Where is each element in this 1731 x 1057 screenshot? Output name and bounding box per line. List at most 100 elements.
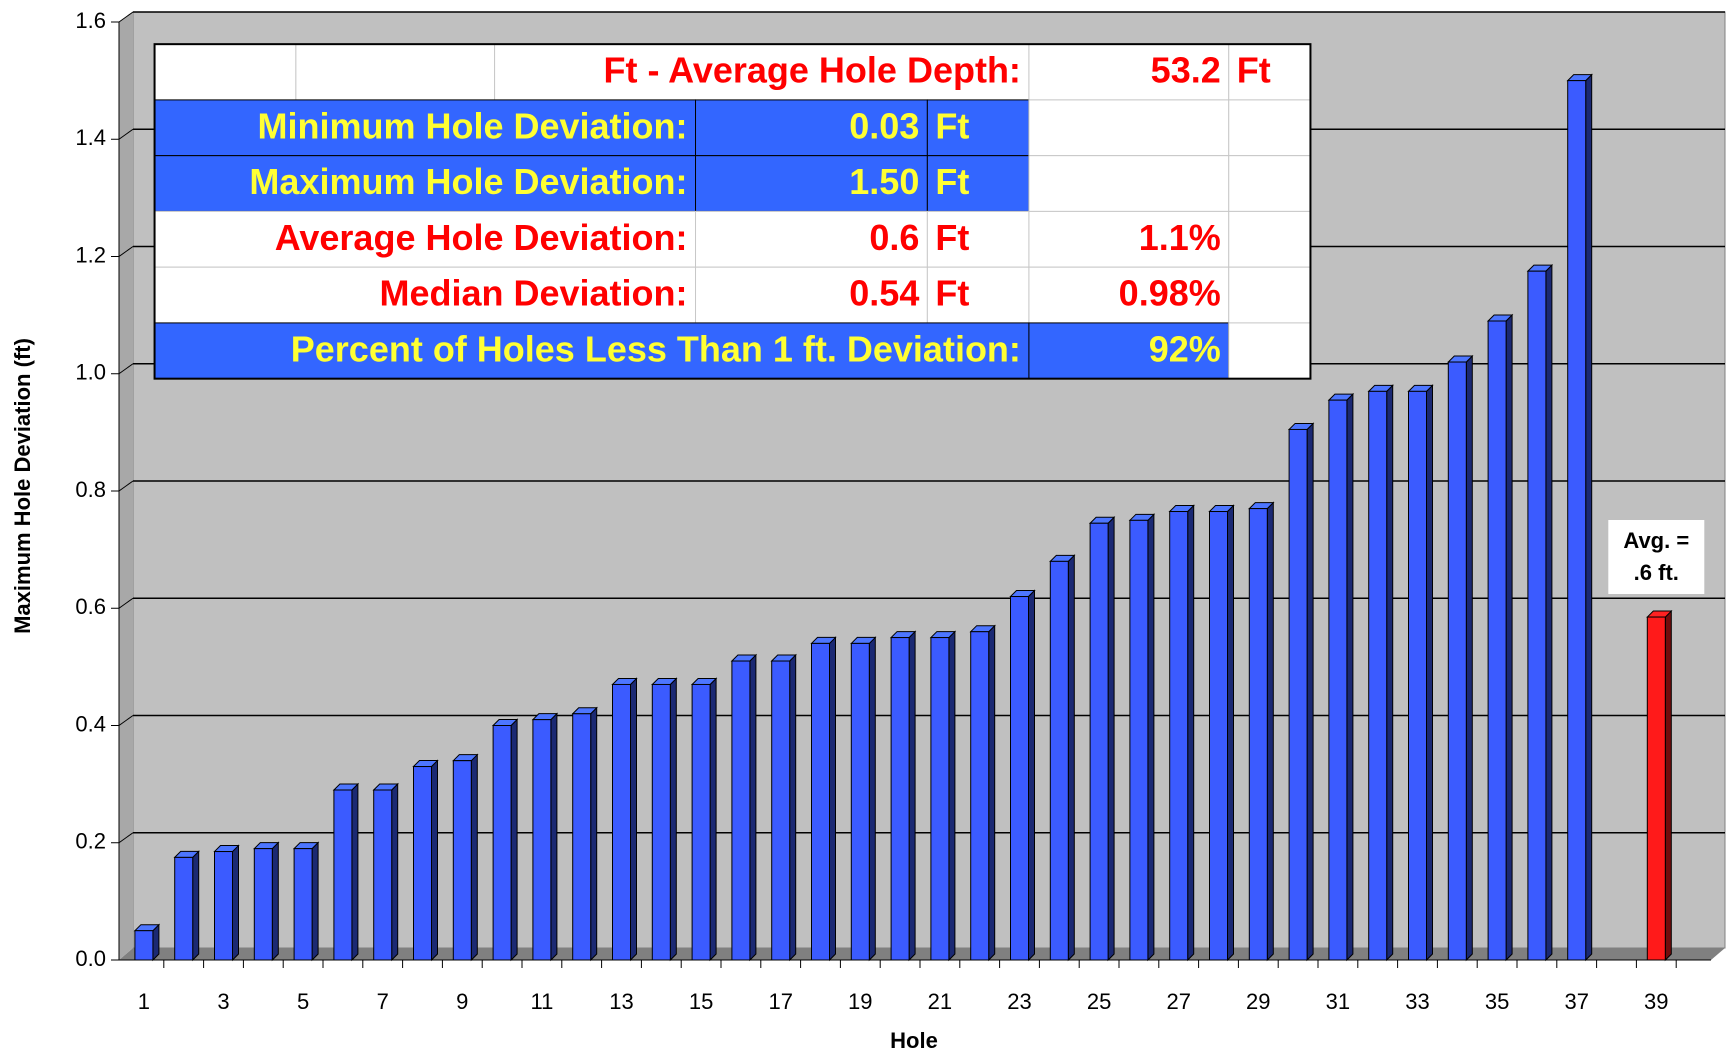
bar [333,789,353,961]
table-border [153,43,1312,380]
grid-line-side [118,715,134,726]
table-cell [1228,210,1311,268]
x-tick-label: 19 [848,989,872,1014]
table-cell [1028,210,1230,268]
table-cell [154,155,697,212]
grid-line-side [118,597,134,609]
x-tick-label: 3 [217,989,229,1014]
table-cell [1228,266,1311,324]
bar-side [271,841,279,962]
grid-line-side [118,246,134,257]
bar-side [431,759,438,962]
table-text: 1.50 [849,161,919,202]
grid-line-side [118,11,134,23]
bar [811,642,830,961]
bar-side [1147,513,1155,962]
bar-side [1187,504,1195,962]
bar [1169,511,1189,961]
bar [1408,390,1427,961]
table-cell [1028,322,1230,380]
x-tick-label: 5 [297,989,309,1014]
table-text: Ft [935,217,969,258]
bar [214,851,233,961]
bar [293,848,313,961]
annotation: Avg. = [1623,528,1689,553]
y-tick-label: 0.2 [75,829,106,854]
bar-side [1266,501,1274,962]
x-axis-title: Hole [890,1028,938,1053]
bar [850,642,870,961]
grid-line-side [118,128,134,140]
y-tick-label: 1.4 [75,125,106,150]
x-tick-label: 29 [1246,989,1270,1014]
bar-side [1465,354,1473,962]
grid-line-side [118,363,134,375]
table-cell [154,322,1030,380]
x-tick-label: 21 [928,989,952,1014]
x-tick-label: 13 [609,989,633,1014]
y-axis-title: Maximum Hole Deviation (ft) [10,338,35,634]
x-tick-label: 39 [1644,989,1668,1014]
bar-side [1505,313,1513,962]
table-cell [1028,266,1230,324]
bar [890,637,910,961]
table-cell [154,99,697,157]
bar-side [311,841,319,962]
annotation-box [1608,520,1705,594]
table-cell [1028,155,1230,212]
bar-side [908,630,916,962]
table-text: 0.54 [849,273,919,314]
bar-side [1545,263,1553,962]
bar [731,660,751,961]
x-tick-label: 11 [530,989,553,1014]
bar-side [669,677,677,962]
annotation: .6 ft. [1634,560,1679,585]
table-cell [1228,322,1311,380]
bar [1487,320,1507,961]
x-tick-label: 25 [1087,989,1111,1014]
y-tick-label: 1.0 [75,360,106,385]
bar [1567,80,1587,961]
table-text: Percent of Holes Less Than 1 ft. Deviati… [291,328,1021,369]
table-text: 0.03 [849,105,919,146]
grid-line-side [118,480,134,492]
bar-side [709,677,717,962]
y-tick-label: 1.2 [75,242,106,267]
bar-side [1386,384,1394,962]
table-cell [695,266,928,324]
table-cell [494,43,1030,101]
table-cell [154,43,297,101]
table-cell [1228,43,1311,101]
bar-side [868,636,876,962]
bar [970,631,990,961]
y-tick-label: 0.0 [75,946,106,971]
bar-side [510,718,518,962]
bar-side [192,850,200,962]
table-text: Maximum Hole Deviation: [249,161,687,202]
bar-side [391,782,399,962]
table-cell [926,266,1030,324]
table-text: 1.1% [1139,217,1221,258]
bar [1328,399,1348,961]
table-cell [1228,155,1311,212]
x-tick-label: 17 [768,989,792,1014]
table-text: 53.2 [1151,50,1221,91]
bar-side [550,712,558,962]
bar-side [1426,384,1433,962]
table-text: Ft [935,273,969,314]
table-text: Minimum Hole Deviation: [257,105,687,146]
bar-side [1067,554,1075,962]
y-tick-label: 0.8 [75,477,106,502]
bar-side [948,630,956,962]
bar-side [630,677,637,962]
x-tick-label: 7 [377,989,389,1014]
bar [174,856,194,961]
bar [572,713,592,961]
bar [413,766,432,961]
bar [1209,511,1228,961]
bar [612,683,631,961]
bar [1248,508,1268,961]
table-text: 0.98% [1119,273,1221,314]
table-text: Ft [1237,50,1271,91]
table-cell [1028,99,1230,157]
